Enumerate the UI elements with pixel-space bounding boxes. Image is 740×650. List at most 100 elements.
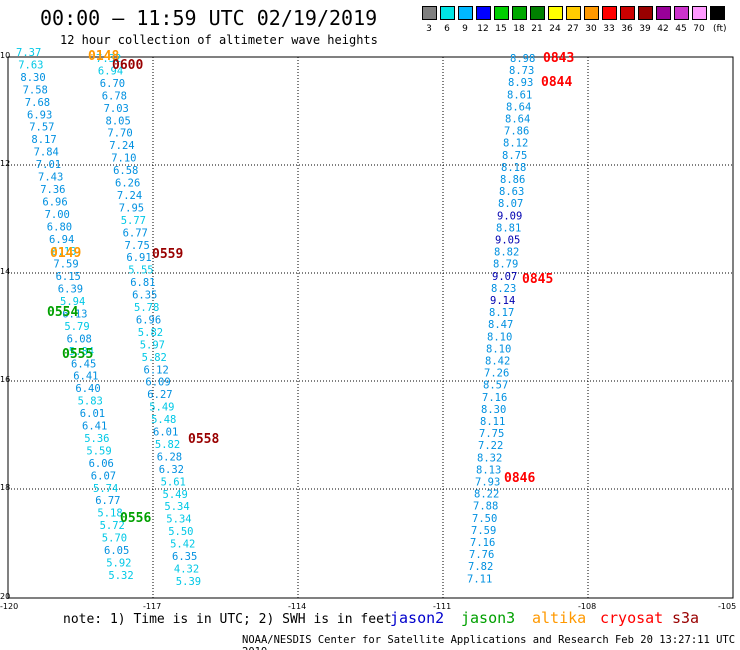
legend-label: 9	[462, 24, 468, 34]
legend-swatch	[566, 6, 581, 20]
legend-units: (ft)	[713, 24, 727, 34]
wave-height-value: 7.68	[25, 97, 50, 109]
wave-height-value: 6.12	[144, 364, 169, 376]
wave-height-value: 5.92	[106, 557, 131, 569]
wave-height-value: 7.84	[34, 147, 59, 159]
wave-height-value: 6.13	[51, 246, 76, 258]
wave-height-value: 7.76	[469, 549, 494, 561]
wave-height-value: 8.98	[510, 53, 535, 65]
wave-height-value: 5.48	[151, 414, 176, 426]
wave-height-value: 6.96	[42, 196, 67, 208]
wave-height-value: 6.93	[27, 109, 52, 121]
legend-swatch	[692, 6, 707, 20]
pass-time-label: 0846	[504, 471, 535, 486]
wave-height-value: 8.18	[501, 162, 526, 174]
pass-time-label: 0845	[522, 272, 553, 287]
wave-height-value: 5.78	[134, 302, 159, 314]
wave-height-value: 5.97	[140, 339, 165, 351]
wave-height-value: 5.72	[100, 520, 125, 532]
wave-height-value: 8.07	[498, 198, 523, 210]
wave-height-value: 6.28	[157, 451, 182, 463]
wave-height-value: 5.79	[64, 321, 89, 333]
wave-height-value: 7.16	[470, 537, 495, 549]
satellite-jason3: jason3	[461, 609, 516, 627]
wave-height-value: 7.03	[104, 103, 129, 115]
latitude-label: 12	[0, 159, 11, 168]
legend-swatch	[530, 6, 545, 20]
wave-height-value: 8.64	[506, 101, 531, 113]
wave-height-value: 6.32	[159, 464, 184, 476]
wave-height-value: 7.58	[23, 84, 48, 96]
altimeter-tracks: 7.37 7.32 7.63 6.94 8.30 6.70 7.58 6.78 7.68 7.03…	[16, 47, 535, 588]
legend-label: 30	[585, 24, 597, 34]
wave-height-value: 6.07	[91, 470, 116, 482]
footer-credit: NOAA/NESDIS Center for Satellite Applica…	[242, 634, 736, 650]
wave-height-value: 7.50	[472, 513, 497, 525]
wave-height-value: 5.83	[78, 396, 103, 408]
map-title: 00:00 – 11:59 UTC 02/19/2019	[40, 6, 378, 30]
pass-time-label: 0555	[62, 347, 93, 362]
wave-height-value: 7.57	[29, 122, 54, 134]
wave-height-value: 8.22	[474, 489, 499, 501]
legend-swatch	[656, 6, 671, 20]
wave-height-value: 6.39	[58, 284, 83, 296]
longitude-label: -114	[288, 602, 307, 611]
map-frame	[7, 56, 734, 599]
legend-label: 3	[426, 24, 432, 34]
wave-height-value: 5.39	[176, 576, 201, 588]
wave-height-value: 7.00	[45, 209, 70, 221]
legend-swatch	[638, 6, 653, 20]
wave-height-value: 6.77	[95, 495, 120, 507]
wave-height-value: 7.93	[475, 477, 500, 489]
legend-swatch	[494, 6, 509, 20]
wave-height-value: 9.05	[495, 235, 520, 247]
legend-swatch	[620, 6, 635, 20]
legend-label: 18	[513, 24, 525, 34]
wave-height-value: 6.27	[147, 389, 172, 401]
wave-height-value: 7.32	[96, 53, 121, 65]
wave-height-value: 9.14	[490, 295, 515, 307]
wave-height-value: 7.70	[107, 128, 132, 140]
wave-height-value: 5.70	[102, 533, 127, 545]
wave-height-value: 7.59	[53, 259, 78, 271]
wave-height-value: 5.50	[168, 526, 193, 538]
wave-height-value: 7.88	[473, 501, 498, 513]
wave-height-value: 7.82	[468, 561, 493, 573]
footer-note: note: 1) Time is in UTC; 2) SWH is in fe…	[63, 612, 392, 627]
pass-time-label: 0843	[543, 51, 574, 66]
wave-height-value: 8.13	[476, 464, 501, 476]
pass-time-label: 0149	[50, 246, 81, 261]
legend-label: 21	[531, 24, 543, 34]
wave-height-value: 6.01	[153, 427, 178, 439]
wave-height-value: 6.58	[113, 165, 138, 177]
legend-swatch	[512, 6, 527, 20]
legend-swatch	[476, 6, 491, 20]
wave-height-value: 6.70	[100, 78, 125, 90]
legend-swatch	[422, 6, 437, 20]
latitude-label: 14	[0, 267, 11, 276]
wave-height-value: 5.49	[149, 402, 174, 414]
longitude-label: -120	[0, 602, 19, 611]
wave-height-value: 6.96	[136, 314, 161, 326]
legend-label: 36	[621, 24, 633, 34]
wave-height-value: 8.12	[503, 138, 528, 150]
longitude-label: -117	[143, 602, 162, 611]
wave-height-value: 5.34	[166, 514, 191, 526]
legend-swatch	[602, 6, 617, 20]
legend-swatch	[440, 6, 455, 20]
wave-height-value: 7.16	[482, 392, 507, 404]
longitude-label: -108	[578, 602, 597, 611]
wave-height-value: 8.30	[20, 72, 45, 84]
wave-height-value: 8.17	[31, 134, 56, 146]
satellite-altika: altika	[532, 609, 587, 627]
wave-height-value: 6.06	[89, 458, 114, 470]
wave-height-value: 7.24	[117, 190, 142, 202]
legend-label: 42	[657, 24, 669, 34]
wave-height-value: 4.32	[174, 563, 199, 575]
wave-height-value: 8.81	[496, 222, 521, 234]
wave-height-value: 8.75	[502, 150, 527, 162]
pass-time-label: 0554	[47, 305, 78, 320]
wave-height-value: 6.26	[115, 178, 140, 190]
wave-height-value: 8.82	[494, 247, 519, 259]
